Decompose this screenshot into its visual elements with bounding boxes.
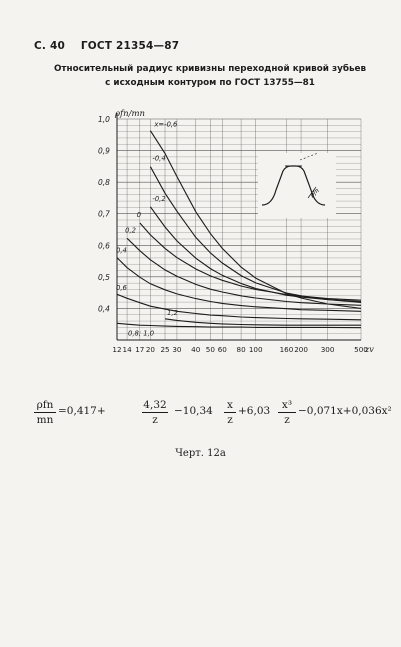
- curve-line: [126, 237, 362, 306]
- formula-lhs-denominator: mn: [36, 414, 54, 426]
- x-tick-label: 30: [172, 345, 182, 354]
- x-tick-label: 80: [237, 345, 247, 354]
- y-axis-label: ρfn/mn: [114, 109, 145, 119]
- x-tick-label: 12: [112, 345, 121, 354]
- page-number: С. 40: [34, 40, 65, 52]
- y-tick-label: 0,7: [98, 210, 110, 219]
- x-tick-label: 160: [280, 345, 294, 354]
- formula-fraction-1: 4,32 z: [142, 398, 168, 427]
- tooth-profile-inset: ρfn: [258, 152, 336, 218]
- curve-line: [164, 318, 361, 326]
- figure-title: Относительный радиус кривизны переходной…: [40, 62, 380, 90]
- series-label: x=-0,6: [153, 121, 178, 129]
- formula-term-2: −10,34: [174, 405, 213, 417]
- standard-code: ГОСТ 21354—87: [80, 40, 180, 52]
- radius-leader-icon: [307, 186, 317, 199]
- x-tick-label: 500: [354, 345, 368, 354]
- page-header: С. 40 ГОСТ 21354—87: [34, 40, 191, 52]
- formula-lhs-numerator: ρfn: [34, 398, 56, 413]
- x-tick-label: 60: [218, 345, 228, 354]
- formula-fraction-1-denominator: z: [152, 414, 158, 426]
- formula-term-3: +6,03: [238, 405, 271, 417]
- formula-fraction-2-denominator: z: [227, 414, 233, 426]
- curve-line: [139, 222, 362, 301]
- y-tick-label: 0,4: [98, 304, 110, 313]
- formula-term-4: −0,071x+0,036x²: [298, 405, 392, 417]
- curve-line: [116, 322, 362, 329]
- chart-grid: [116, 113, 362, 341]
- y-tick-label: 0,9: [98, 147, 110, 156]
- series-label: -0,2: [152, 195, 165, 203]
- regression-formula: ρfn mn =0,417+ 4,32 z −10,34 x z +6,03 x…: [34, 398, 392, 434]
- series-label: -0,4: [152, 155, 165, 163]
- formula-term-1: =0,417+: [58, 405, 106, 417]
- x-tick-label: 300: [321, 345, 335, 354]
- x-tick-label: 17: [135, 345, 144, 354]
- y-tick-label: 1,0: [98, 115, 110, 124]
- curve-line: [149, 130, 362, 309]
- formula-fraction-3: x³ z: [278, 398, 296, 427]
- x-tick-label: 50: [206, 345, 216, 354]
- formula-fraction-3-denominator: z: [284, 414, 290, 426]
- formula-fraction-3-numerator: x³: [278, 398, 296, 413]
- formula-lhs: ρfn mn: [34, 398, 56, 427]
- series-label: 0,8; 1,0: [128, 329, 154, 337]
- series-label: 0,6: [116, 284, 127, 292]
- radius-chart: 0,4 0,5 0,6 0,7 0,8 0,9 1,0 12 14 17 20 25 30 40 50 60 8…: [98, 109, 374, 354]
- series-label: 0: [137, 211, 141, 219]
- formula-fraction-1-numerator: 4,32: [142, 399, 168, 413]
- curve-line: [149, 206, 362, 303]
- y-tick-label: 0,6: [98, 241, 110, 250]
- x-tick-label: 14: [123, 345, 133, 354]
- chart-curves: [116, 130, 362, 329]
- x-tick-label: 100: [249, 345, 263, 354]
- x-tick-label: 40: [191, 345, 201, 354]
- figure-title-line-2: с исходным контуром по ГОСТ 13755—81: [105, 78, 315, 88]
- series-label: 0,4: [116, 247, 127, 255]
- series-label: 0,2: [125, 226, 136, 234]
- x-tick-label: 25: [160, 345, 169, 354]
- series-label: 1,2: [167, 309, 178, 317]
- figure-title-line-1: Относительный радиус кривизны переходной…: [53, 64, 367, 74]
- y-tick-label: 0,5: [98, 273, 110, 282]
- x-axis-label: zv: [364, 345, 374, 354]
- dimension-dash-icon: [299, 152, 319, 161]
- curve-line: [116, 257, 362, 312]
- inset-background: [258, 153, 336, 218]
- curve-line: [116, 293, 362, 321]
- chart-labels: 0,4 0,5 0,6 0,7 0,8 0,9 1,0 12 14 17 20 25 30 40 50 60 8…: [98, 109, 374, 354]
- formula-fraction-2-numerator: x: [224, 398, 236, 413]
- y-tick-label: 0,8: [98, 178, 110, 187]
- figure-caption: Черт. 12а: [175, 448, 226, 459]
- x-tick-label: 200: [294, 345, 308, 354]
- x-tick-label: 20: [146, 345, 156, 354]
- formula-fraction-2: x z: [224, 398, 236, 427]
